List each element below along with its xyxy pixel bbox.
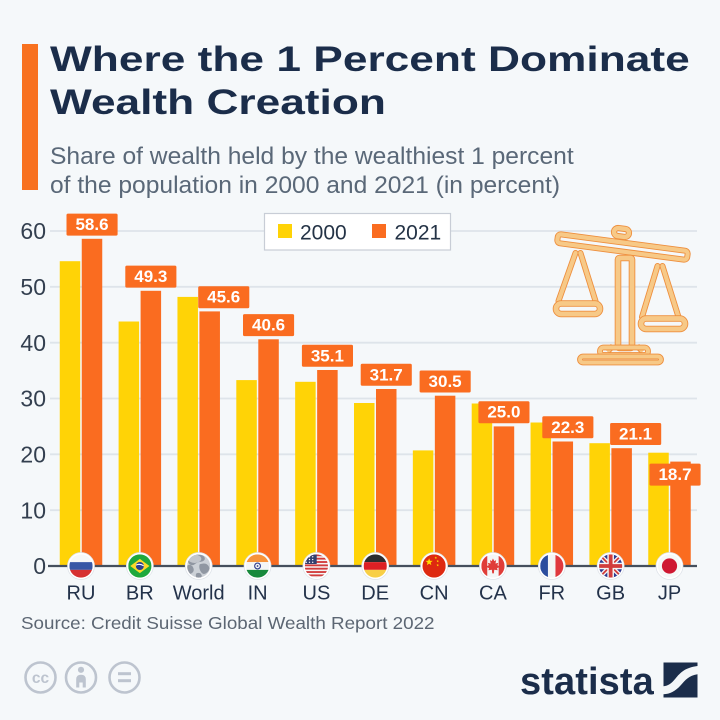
svg-text:35.1: 35.1 bbox=[311, 346, 344, 365]
svg-text:0: 0 bbox=[33, 553, 46, 579]
svg-text:IN: IN bbox=[248, 583, 268, 605]
svg-text:Wealth Creation: Wealth Creation bbox=[50, 83, 386, 122]
svg-text:20: 20 bbox=[20, 442, 46, 468]
svg-text:DE: DE bbox=[361, 583, 389, 605]
svg-text:10: 10 bbox=[20, 497, 46, 523]
svg-text:30.5: 30.5 bbox=[429, 372, 462, 391]
svg-text:World: World bbox=[173, 583, 225, 605]
svg-text:BR: BR bbox=[126, 583, 154, 605]
svg-text:58.6: 58.6 bbox=[75, 215, 108, 234]
svg-text:of the population in 2000 and: of the population in 2000 and 2021 (in p… bbox=[50, 172, 560, 199]
svg-text:40: 40 bbox=[20, 330, 46, 356]
svg-text:cc: cc bbox=[32, 670, 50, 687]
svg-text:Share of wealth held by the we: Share of wealth held by the wealthiest 1… bbox=[50, 143, 574, 170]
svg-text:CN: CN bbox=[420, 583, 449, 605]
svg-text:21.1: 21.1 bbox=[619, 425, 652, 444]
svg-text:30: 30 bbox=[20, 386, 46, 412]
svg-text:49.3: 49.3 bbox=[134, 267, 167, 286]
svg-text:RU: RU bbox=[67, 583, 96, 605]
svg-text:GB: GB bbox=[596, 583, 625, 605]
svg-text:60: 60 bbox=[20, 218, 46, 244]
svg-text:45.6: 45.6 bbox=[207, 288, 240, 307]
svg-text:40.6: 40.6 bbox=[252, 316, 285, 335]
svg-text:2021: 2021 bbox=[395, 222, 442, 245]
svg-text:Where the 1 Percent Dominate: Where the 1 Percent Dominate bbox=[50, 40, 690, 79]
svg-text:22.3: 22.3 bbox=[551, 418, 584, 437]
svg-text:statista: statista bbox=[520, 661, 655, 703]
svg-text:JP: JP bbox=[658, 583, 681, 605]
svg-text:CA: CA bbox=[479, 583, 507, 605]
svg-text:Source: Credit Suisse Global W: Source: Credit Suisse Global Wealth Repo… bbox=[21, 614, 434, 633]
svg-text:2000: 2000 bbox=[300, 222, 347, 245]
svg-text:FR: FR bbox=[538, 583, 565, 605]
svg-text:18.7: 18.7 bbox=[658, 465, 691, 484]
svg-text:US: US bbox=[303, 583, 331, 605]
svg-text:25.0: 25.0 bbox=[487, 403, 520, 422]
svg-text:31.7: 31.7 bbox=[370, 365, 403, 384]
svg-text:50: 50 bbox=[20, 274, 46, 300]
